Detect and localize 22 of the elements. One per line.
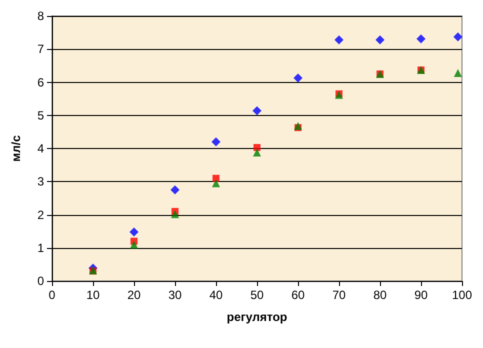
y-tick-label: 0 [37,274,44,288]
y-tick-label: 5 [37,108,44,122]
x-tick-label: 60 [291,288,305,302]
y-tick-label: 8 [37,9,44,23]
x-tick-label: 10 [86,288,100,302]
y-tick-label: 3 [37,174,44,189]
y-tick-label: 6 [37,75,44,90]
x-tick-label: 80 [373,288,387,302]
x-tick-label: 0 [48,288,56,302]
y-tick-label: 1 [37,240,44,255]
y-tick-label: 2 [37,208,44,222]
x-tick-label: 70 [332,288,346,302]
x-tick-label: 20 [127,288,141,302]
y-tick-label: 7 [37,42,44,56]
x-tick-label: 50 [250,288,264,302]
y-tick-label: 4 [37,142,44,156]
x-tick-label: 40 [209,288,223,302]
x-tick-label: 30 [168,288,182,302]
x-tick-label: 90 [414,288,428,302]
x-tick-label: 100 [452,288,472,302]
x-axis-title: регулятор [226,310,288,324]
y-axis-title: мл/с [9,134,23,162]
